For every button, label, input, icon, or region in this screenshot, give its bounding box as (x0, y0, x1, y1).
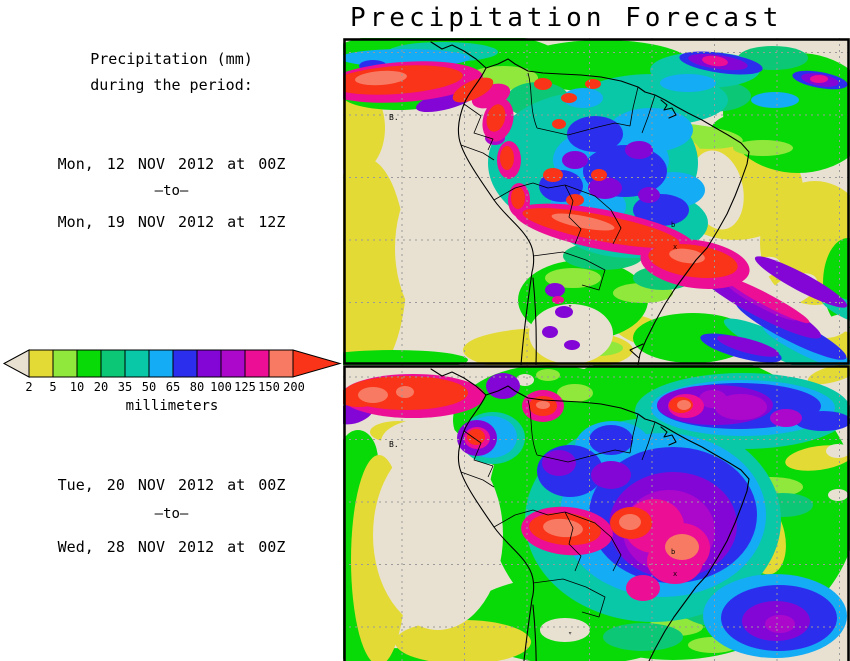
under-range-arrow (2, 349, 30, 378)
forecast-map-week1: B. b x ▿ (343, 38, 850, 365)
sidebar-heading-line1: Precipitation (mm) (90, 50, 253, 68)
period1-separator: –to– (154, 183, 189, 199)
svg-text:65: 65 (166, 380, 180, 394)
period1-end: Mon, 19 NOV 2012 at 12Z (57, 213, 286, 231)
period1-start: Mon, 12 NOV 2012 at 00Z (57, 155, 286, 173)
forecast-map-week2 (343, 365, 850, 661)
svg-text:5: 5 (49, 380, 56, 394)
svg-text:200: 200 (283, 380, 305, 394)
precip-field-week1 (343, 38, 850, 365)
over-range-arrow (292, 349, 342, 378)
period2-start: Tue, 20 NOV 2012 at 00Z (57, 476, 286, 494)
precip-field-week2 (343, 365, 850, 661)
svg-text:2: 2 (25, 380, 32, 394)
color-scale-unit: millimeters (126, 398, 219, 414)
graticule-week2 (343, 365, 850, 661)
svg-text:150: 150 (258, 380, 280, 394)
period2-end: Wed, 28 NOV 2012 at 00Z (57, 538, 286, 556)
color-scale-bar (2, 349, 342, 378)
sidebar-heading-line2: during the period: (90, 76, 253, 94)
precip-color-scale: 2 5 10 20 35 50 65 80 100 125 150 200 mi… (2, 349, 342, 414)
page-title: Precipitation Forecast (350, 3, 783, 33)
svg-text:35: 35 (118, 380, 132, 394)
period2-separator: –to– (154, 506, 189, 522)
svg-text:50: 50 (142, 380, 156, 394)
svg-text:10: 10 (70, 380, 84, 394)
svg-text:80: 80 (190, 380, 204, 394)
svg-text:100: 100 (210, 380, 232, 394)
color-scale-ticks: 2 5 10 20 35 50 65 80 100 125 150 200 (25, 380, 304, 394)
svg-text:125: 125 (234, 380, 256, 394)
graticule-week1 (343, 38, 850, 365)
svg-text:20: 20 (94, 380, 108, 394)
